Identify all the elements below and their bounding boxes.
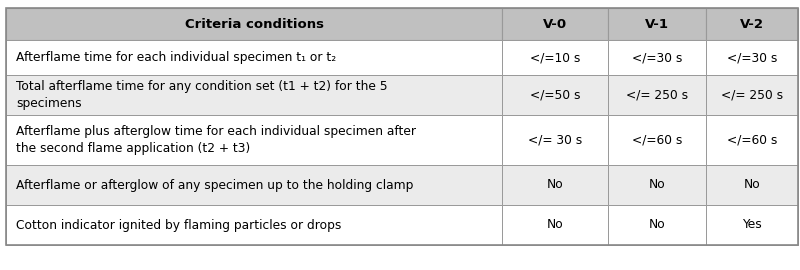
Text: </= 250 s: </= 250 s xyxy=(722,89,783,102)
Bar xyxy=(502,165,608,205)
Bar xyxy=(502,115,608,165)
Text: </= 30 s: </= 30 s xyxy=(528,133,582,147)
Bar xyxy=(502,40,608,75)
Text: Afterflame time for each individual specimen t₁ or t₂: Afterflame time for each individual spec… xyxy=(16,51,336,64)
Text: Total afterflame time for any condition set (t1 + t2) for the 5
specimens: Total afterflame time for any condition … xyxy=(16,80,388,110)
Text: No: No xyxy=(649,218,666,231)
Text: </=50 s: </=50 s xyxy=(530,89,581,102)
Bar xyxy=(6,205,502,245)
Text: No: No xyxy=(547,218,563,231)
Bar xyxy=(706,205,798,245)
Bar xyxy=(502,205,608,245)
Bar xyxy=(6,165,502,205)
Bar xyxy=(608,115,706,165)
Bar xyxy=(706,165,798,205)
Bar xyxy=(706,115,798,165)
Bar xyxy=(706,75,798,115)
Text: Yes: Yes xyxy=(742,218,762,231)
Text: No: No xyxy=(547,178,563,191)
Text: </= 250 s: </= 250 s xyxy=(626,89,688,102)
Text: No: No xyxy=(744,178,761,191)
Text: Afterflame plus afterglow time for each individual specimen after
the second fla: Afterflame plus afterglow time for each … xyxy=(16,125,416,155)
Text: V-2: V-2 xyxy=(741,18,765,31)
Text: V-1: V-1 xyxy=(646,18,669,31)
Text: </=60 s: </=60 s xyxy=(727,133,778,147)
Text: </=60 s: </=60 s xyxy=(632,133,682,147)
Bar xyxy=(608,40,706,75)
Bar xyxy=(6,8,798,245)
Bar xyxy=(608,165,706,205)
Text: No: No xyxy=(649,178,666,191)
Text: V-0: V-0 xyxy=(543,18,567,31)
Text: Criteria conditions: Criteria conditions xyxy=(185,18,324,31)
Bar xyxy=(608,8,706,40)
Bar xyxy=(608,75,706,115)
Bar xyxy=(6,115,502,165)
Text: </=30 s: </=30 s xyxy=(727,51,778,64)
Text: Afterflame or afterglow of any specimen up to the holding clamp: Afterflame or afterglow of any specimen … xyxy=(16,178,414,191)
Bar xyxy=(502,8,608,40)
Bar xyxy=(502,75,608,115)
Text: </=30 s: </=30 s xyxy=(632,51,682,64)
Text: Cotton indicator ignited by flaming particles or drops: Cotton indicator ignited by flaming part… xyxy=(16,218,342,231)
Bar xyxy=(706,8,798,40)
Bar xyxy=(706,40,798,75)
Bar xyxy=(6,8,502,40)
Text: </=10 s: </=10 s xyxy=(530,51,580,64)
Bar xyxy=(6,40,502,75)
Bar xyxy=(608,205,706,245)
Bar xyxy=(6,75,502,115)
